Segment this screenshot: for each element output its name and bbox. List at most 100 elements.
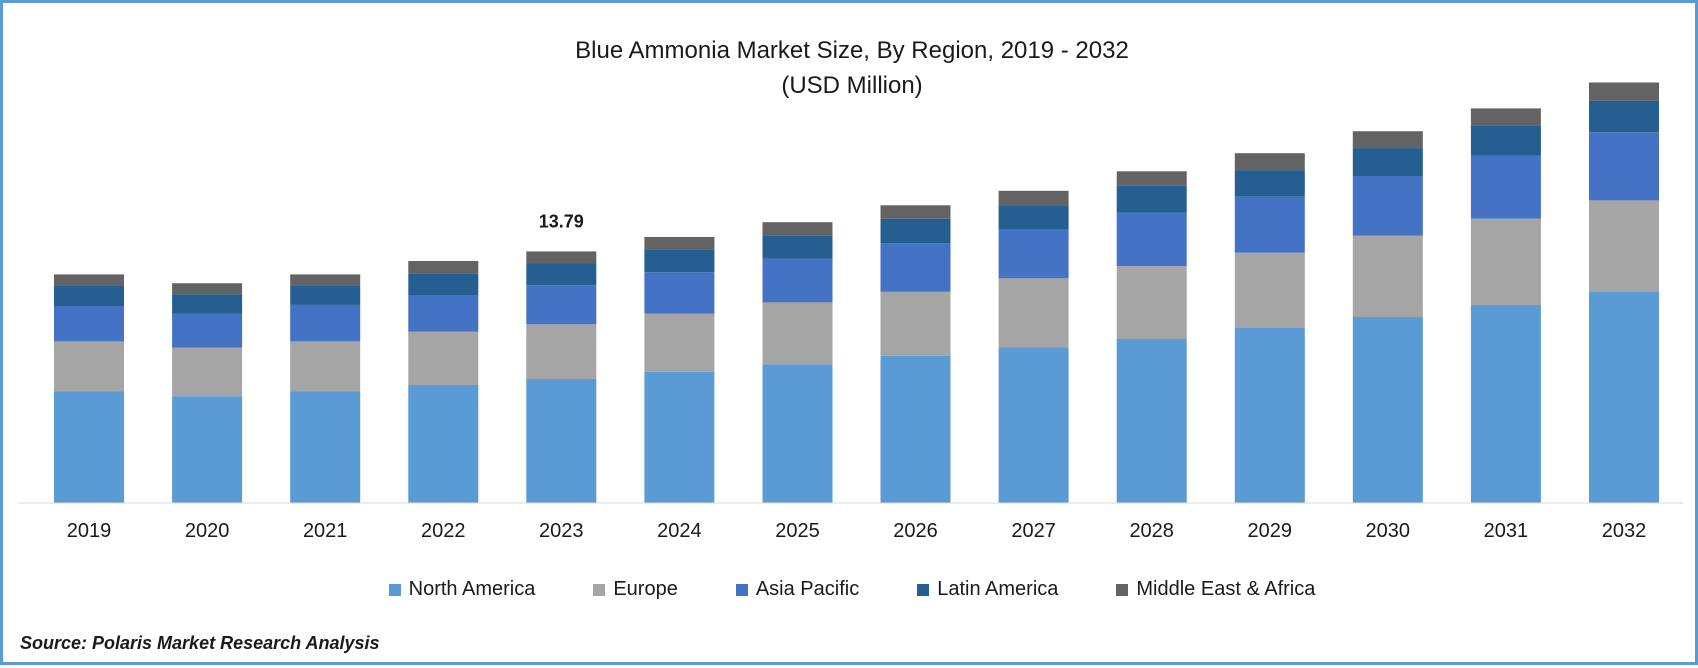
bar-2019-series-2 bbox=[54, 306, 124, 342]
x-tick-label: 2019 bbox=[67, 520, 112, 542]
legend-label: Europe bbox=[613, 578, 678, 600]
bar-2023-series-3 bbox=[526, 263, 597, 286]
bar-2025-series-1 bbox=[762, 302, 833, 365]
bar-2022-series-0 bbox=[408, 385, 479, 503]
bar-2029-series-3 bbox=[1234, 170, 1305, 197]
bar-2031-series-3 bbox=[1470, 125, 1541, 156]
chart-title: Blue Ammonia Market Size, By Region, 201… bbox=[575, 37, 1129, 64]
x-tick-label: 2030 bbox=[1366, 520, 1411, 542]
bar-2031-series-4 bbox=[1470, 108, 1541, 126]
bar-2022-series-2 bbox=[408, 295, 479, 332]
bar-2032-series-0 bbox=[1589, 291, 1659, 503]
bar-2020-series-1 bbox=[172, 347, 243, 397]
bar-2025-series-4 bbox=[762, 222, 833, 236]
stacked-bar-chart: 2019 2020 2021 2022 2023 13.79 2024 2025 2026 202… bbox=[18, 82, 1683, 542]
bar-2026-series-3 bbox=[880, 218, 951, 244]
bar-2028-series-1 bbox=[1116, 266, 1187, 339]
bar-2019-series-3 bbox=[54, 285, 124, 306]
bar-2026-series-4 bbox=[880, 205, 951, 219]
bar-2023-series-2 bbox=[526, 285, 597, 325]
x-tick-label: 2027 bbox=[1011, 520, 1056, 542]
legend-swatch bbox=[388, 583, 401, 596]
bar-2023-series-4 bbox=[526, 251, 597, 264]
bar-2021-series-4 bbox=[290, 274, 361, 286]
bar-2019-series-1 bbox=[54, 341, 124, 392]
legend-swatch bbox=[735, 583, 748, 596]
x-tick-label: 2023 bbox=[539, 520, 584, 542]
legend-item: Asia Pacific bbox=[735, 578, 860, 601]
bar-2032-series-1 bbox=[1589, 200, 1659, 292]
bar-2031-series-2 bbox=[1470, 155, 1541, 219]
bar-2021-series-0 bbox=[290, 391, 361, 503]
x-tick-label: 2028 bbox=[1129, 520, 1174, 542]
bar-2024-series-1 bbox=[644, 313, 715, 372]
bar-2030-series-4 bbox=[1352, 131, 1423, 149]
bar-2026-series-0 bbox=[880, 355, 951, 503]
bar-2029-series-1 bbox=[1234, 252, 1305, 328]
legend-item: Latin America bbox=[917, 578, 1058, 601]
bar-2024-series-0 bbox=[644, 371, 715, 503]
bar-2028-series-3 bbox=[1116, 185, 1187, 213]
bar-2030-series-2 bbox=[1352, 176, 1423, 236]
bar-2032-series-3 bbox=[1589, 100, 1659, 133]
legend-swatch bbox=[593, 583, 606, 596]
x-tick-label: 2032 bbox=[1602, 520, 1647, 542]
bar-2024-series-3 bbox=[644, 249, 715, 273]
bar-2021-series-3 bbox=[290, 285, 361, 305]
legend-item: Europe bbox=[593, 578, 678, 601]
bar-2027-series-4 bbox=[998, 190, 1069, 206]
legend-label: Latin America bbox=[937, 578, 1059, 600]
source-note: Source: Polaris Market Research Analysis bbox=[20, 633, 380, 653]
legend-label: Middle East & Africa bbox=[1136, 578, 1316, 600]
legend-item: Middle East & Africa bbox=[1116, 578, 1315, 601]
chart-subtitle: (USD Million) bbox=[781, 72, 923, 99]
bar-2031-series-1 bbox=[1470, 218, 1541, 305]
bar-2032-series-4 bbox=[1589, 82, 1659, 101]
bar-2029-series-4 bbox=[1234, 153, 1305, 171]
x-tick-label: 2024 bbox=[657, 520, 702, 542]
bar-2030-series-1 bbox=[1352, 235, 1423, 317]
bar-2025-series-3 bbox=[762, 235, 833, 259]
bar-2028-series-4 bbox=[1116, 171, 1187, 186]
legend-label: Asia Pacific bbox=[755, 578, 860, 600]
bar-2027-series-3 bbox=[998, 205, 1069, 230]
x-tick-label: 2029 bbox=[1248, 520, 1293, 542]
bar-2029-series-0 bbox=[1234, 328, 1305, 503]
bar-2027-series-0 bbox=[998, 347, 1069, 503]
bar-2030-series-0 bbox=[1352, 317, 1423, 503]
bar-2025-series-2 bbox=[762, 258, 833, 303]
bar-2029-series-2 bbox=[1234, 196, 1305, 253]
bar-2024-series-2 bbox=[644, 272, 715, 314]
bar-2020-series-4 bbox=[172, 283, 243, 295]
bar-2022-series-1 bbox=[408, 331, 479, 386]
bar-2022-series-4 bbox=[408, 261, 479, 274]
x-tick-label: 2025 bbox=[775, 520, 820, 542]
bar-2024-series-4 bbox=[644, 237, 715, 250]
bar-2019-series-0 bbox=[54, 391, 124, 503]
bar-2028-series-0 bbox=[1116, 339, 1187, 503]
bar-2019-series-4 bbox=[54, 274, 124, 286]
bar-2021-series-1 bbox=[290, 341, 361, 392]
bar-2028-series-2 bbox=[1116, 212, 1187, 267]
bar-2027-series-2 bbox=[998, 229, 1069, 279]
data-label-2023: 13.79 bbox=[539, 211, 584, 231]
x-tick-label: 2022 bbox=[421, 520, 466, 542]
bar-2023-series-1 bbox=[526, 324, 597, 379]
legend-swatch bbox=[917, 583, 930, 596]
bar-2020-series-0 bbox=[172, 396, 243, 503]
x-tick-label: 2021 bbox=[303, 520, 348, 542]
chart-legend: North America Europe Asia Pacific Latin Ame… bbox=[3, 578, 1698, 601]
bar-2026-series-2 bbox=[880, 243, 951, 292]
legend-item: North America bbox=[388, 578, 536, 601]
x-tick-label: 2020 bbox=[185, 520, 230, 542]
bar-2021-series-2 bbox=[290, 304, 361, 342]
legend-label: North America bbox=[408, 578, 536, 600]
bar-2027-series-1 bbox=[998, 278, 1069, 348]
bar-2030-series-3 bbox=[1352, 148, 1423, 176]
legend-swatch bbox=[1116, 583, 1129, 596]
bar-2020-series-3 bbox=[172, 294, 243, 314]
bar-2020-series-2 bbox=[172, 313, 243, 348]
x-tick-label: 2031 bbox=[1484, 520, 1529, 542]
bar-2023-series-0 bbox=[526, 379, 597, 503]
